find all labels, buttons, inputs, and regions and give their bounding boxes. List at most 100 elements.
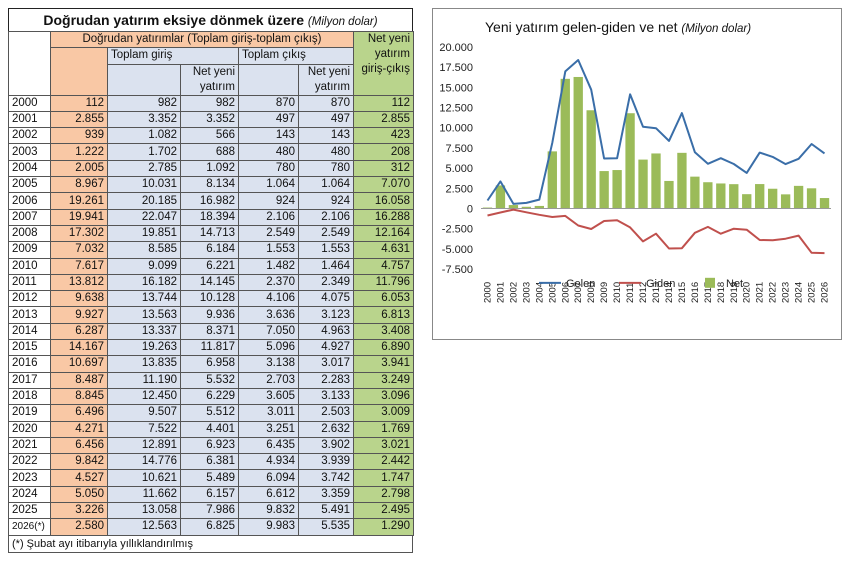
table-row: 2004 2.005 2.785 1.092 780 780 312 [8,159,414,178]
cell-in_total: 19.851 [107,224,181,243]
cell-year: 2019 [8,404,51,422]
cell-in_net: 6.825 [180,518,239,536]
cell-net: 3.941 [353,355,414,373]
cell-out_net: 4.075 [298,290,354,308]
cell-direct: 5.050 [50,485,108,504]
table-row: 2021 6.456 12.891 6.923 6.435 3.902 3.021 [8,436,414,455]
x-tick-label: 2026 [820,282,831,303]
cell-out_total: 780 [238,159,299,178]
header-out: Toplam çıkış [238,47,354,65]
cell-direct: 6.496 [50,404,108,422]
x-tick-label: 2008 [586,282,597,303]
cell-out_total: 3.251 [238,420,299,438]
x-tick-label: 2015 [677,282,688,303]
cell-in_total: 10.031 [107,176,181,194]
cell-year: 2017 [8,371,51,389]
cell-direct: 19.941 [50,208,108,226]
cell-year: 2006 [8,192,51,210]
bar-net-2006 [560,78,570,209]
header-out-net: Net yeni yatırım [298,63,354,96]
y-tick-label: 5.000 [445,163,473,175]
cell-net: 1.769 [353,420,414,438]
y-tick-label: 15.000 [439,82,473,94]
cell-net: 6.813 [353,306,414,324]
cell-in_net: 566 [180,127,239,145]
cell-out_total: 924 [238,192,299,210]
cell-in_total: 13.058 [107,502,181,520]
table-panel: Doğrudan yatırım eksiye dönmek üzere (Mi… [8,8,414,553]
cell-out_total: 2.703 [238,371,299,389]
cell-year: 2024 [8,485,51,504]
cell-year: 2010 [8,257,51,275]
cell-direct: 7.617 [50,257,108,275]
header-direct [50,47,108,96]
cell-in_total: 12.891 [107,436,181,455]
table-row: 2010 7.617 9.099 6.221 1.482 1.464 4.757 [8,257,414,275]
cell-out_total: 2.370 [238,273,299,292]
chart-svg: -7.500 -5.000 -2.500 0 2.500 5.000 7.500 10.000… [439,42,831,303]
x-tick-label: 2005 [547,282,558,303]
cell-out_net: 3.017 [298,355,354,373]
cell-net: 2.495 [353,502,414,520]
cell-in_total: 13.835 [107,355,181,373]
legend-swatch-net [705,277,715,288]
bar-net-2008 [586,110,596,209]
y-tick-label: 0 [467,203,473,215]
table-row: 2009 7.032 8.585 6.184 1.553 1.553 4.631 [8,241,414,259]
cell-in_net: 6.157 [180,485,239,504]
table-row: 2020 4.271 7.522 4.401 3.251 2.632 1.769 [8,420,414,438]
bar-net-2012 [638,159,648,209]
cell-out_net: 5.535 [298,518,354,536]
table-row: 2018 8.845 12.450 6.229 3.605 3.133 3.096 [8,387,414,406]
cell-out_net: 3.133 [298,387,354,406]
cell-year: 2026(*) [8,518,51,536]
cell-year: 2021 [8,436,51,455]
cell-direct: 2.005 [50,159,108,178]
header-group: Doğrudan yatırımlar (Toplam giriş-toplam… [50,30,354,49]
cell-out_net: 1.553 [298,241,354,259]
cell-in_net: 6.229 [180,387,239,406]
legend-label-net: Net [726,278,743,290]
cell-direct: 14.167 [50,339,108,357]
bar-net-2022 [768,188,778,209]
table-row: 2001 2.855 3.352 3.352 497 497 2.855 [8,110,414,129]
x-tick-label: 2012 [638,282,649,303]
table-row: 2019 6.496 9.507 5.512 3.011 2.503 3.009 [8,404,414,422]
cell-year: 2012 [8,290,51,308]
cell-year: 2013 [8,306,51,324]
cell-net: 4.631 [353,241,414,259]
cell-in_net: 6.923 [180,436,239,455]
cell-direct: 939 [50,127,108,145]
cell-year: 2025 [8,502,51,520]
bar-net-2020 [742,194,752,209]
chart-title: Yeni yatırım gelen-giden ve net (Milyon … [433,9,841,35]
x-tick-label: 2010 [612,282,623,303]
cell-in_net: 6.221 [180,257,239,275]
cell-net: 312 [353,159,414,178]
cell-out_net: 3.742 [298,469,354,487]
cell-year: 2004 [8,159,51,178]
cell-out_total: 3.138 [238,355,299,373]
table-row: 2024 5.050 11.662 6.157 6.612 3.359 2.798 [8,485,414,504]
cell-direct: 112 [50,94,108,112]
cell-net: 6.053 [353,290,414,308]
cell-year: 2011 [8,273,51,292]
bar-net-2005 [547,151,557,209]
cell-direct: 2.855 [50,110,108,129]
cell-out_total: 3.605 [238,387,299,406]
cell-in_total: 11.190 [107,371,181,389]
cell-out_net: 480 [298,143,354,161]
cell-in_net: 11.817 [180,339,239,357]
cell-net: 6.890 [353,339,414,357]
cell-year: 2000 [8,94,51,112]
cell-direct: 10.697 [50,355,108,373]
cell-in_total: 13.563 [107,306,181,324]
cell-out_total: 2.549 [238,224,299,243]
data-table: Doğrudan yatırımlar (Toplam giriş-toplam… [8,30,414,536]
cell-in_net: 18.394 [180,208,239,226]
cell-out_total: 4.106 [238,290,299,308]
cell-net: 2.855 [353,110,414,129]
cell-out_net: 3.359 [298,485,354,504]
cell-net: 1.747 [353,469,414,487]
bar-net-2016 [690,176,700,209]
